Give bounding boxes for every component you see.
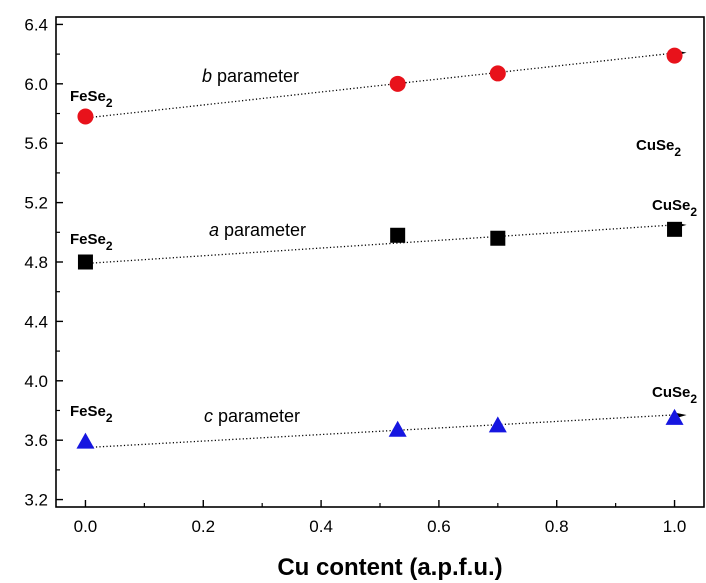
endpoint-label-text: FeSe: [70, 231, 106, 248]
series-label-text: parameter: [219, 220, 306, 240]
data-point-c: [488, 416, 507, 433]
endpoint-label-subscript: 2: [690, 205, 697, 219]
series-label-a: a parameter: [209, 220, 306, 240]
y-tick-label: 5.6: [24, 134, 48, 153]
series-label-text: parameter: [213, 406, 300, 426]
plot-frame: [55, 16, 705, 508]
x-tick-label: 0.4: [309, 517, 333, 536]
series-label-italic: a: [209, 220, 219, 240]
endpoint-label-subscript: 2: [690, 392, 697, 406]
data-point-b: [666, 47, 683, 64]
data-point-b: [389, 75, 406, 92]
data-point-b: [489, 65, 506, 82]
endpoint-label-text: CuSe: [636, 137, 674, 154]
x-tick-label: 0.6: [427, 517, 451, 536]
y-tick-label: 5.2: [24, 194, 48, 213]
x-tick-label: 0.0: [74, 517, 98, 536]
data-point-a: [77, 254, 93, 270]
data-point-c: [76, 432, 95, 449]
x-tick-label: 0.8: [545, 517, 569, 536]
y-tick-label: 6.0: [24, 75, 48, 94]
endpoint-label-subscript: 2: [674, 145, 681, 159]
x-tick-label: 1.0: [663, 517, 687, 536]
series-label-text: parameter: [212, 66, 299, 86]
endpoint-label-subscript: 2: [106, 96, 113, 110]
fit-line-b: [85, 51, 683, 119]
series-label-c: c parameter: [204, 406, 300, 426]
data-point-a: [390, 227, 406, 243]
endpoint-label-text: CuSe: [652, 384, 690, 401]
data-point-c: [665, 408, 684, 425]
y-tick-label: 3.6: [24, 431, 48, 450]
y-tick-label: 3.2: [24, 491, 48, 510]
endpoint-label-text: CuSe: [652, 197, 690, 214]
endpoint-label-subscript: 2: [106, 239, 113, 253]
fit-line-c: [85, 413, 683, 449]
series-label-italic: b: [202, 66, 212, 86]
cuse2-label: CuSe2: [636, 137, 681, 159]
data-point-a: [490, 230, 506, 246]
data-point-a: [667, 221, 683, 237]
endpoint-label-subscript: 2: [106, 411, 113, 425]
series-label-b: b parameter: [202, 66, 299, 86]
fit-line-a: [85, 223, 683, 265]
endpoint-label-text: FeSe: [70, 403, 106, 420]
x-axis-title: Cu content (a.p.f.u.): [277, 554, 502, 581]
y-tick-label: 4.0: [24, 372, 48, 391]
y-tick-label: 4.4: [24, 312, 48, 331]
cuse2-label: CuSe2: [652, 197, 697, 219]
series-label-italic: c: [204, 406, 213, 426]
y-tick-label: 4.8: [24, 253, 48, 272]
data-point-b: [77, 108, 94, 125]
cuse2-label: CuSe2: [652, 384, 697, 406]
y-tick-label: 6.4: [24, 15, 48, 34]
x-tick-label: 0.2: [191, 517, 215, 536]
data-point-c: [388, 420, 407, 437]
endpoint-label-text: FeSe: [70, 88, 106, 105]
fit-arrow-c: [676, 412, 687, 418]
fese2-label: FeSe2: [70, 88, 113, 110]
fese2-label: FeSe2: [70, 231, 113, 253]
fese2-label: FeSe2: [70, 403, 113, 425]
